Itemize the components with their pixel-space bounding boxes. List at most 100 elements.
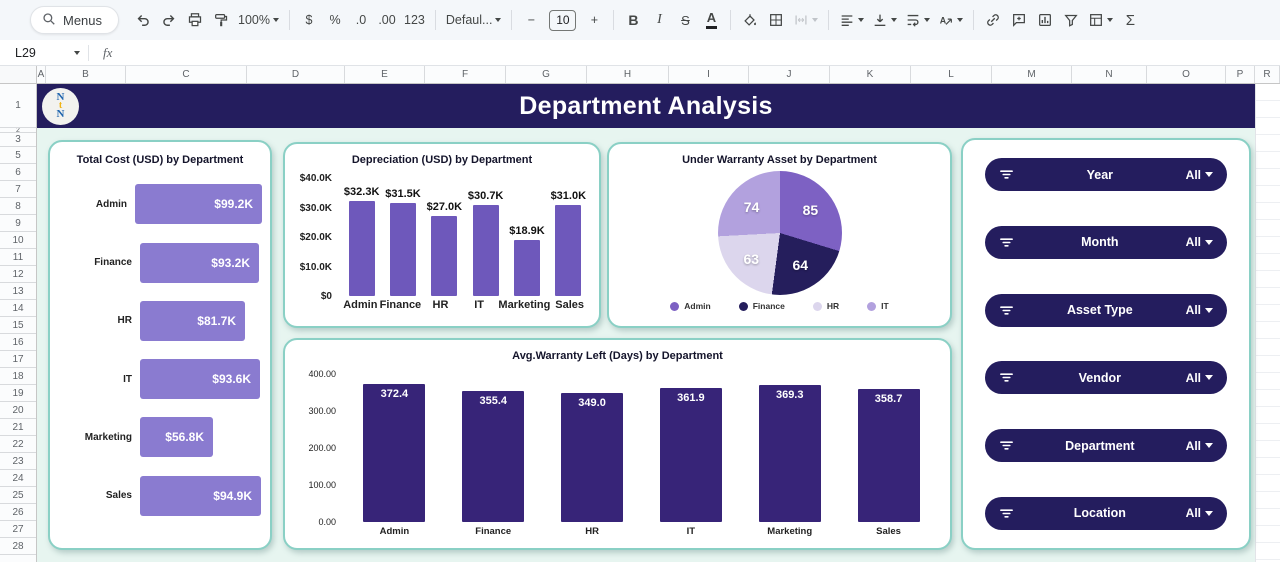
more-formats-button[interactable]: 123 (404, 13, 425, 27)
row-header-14[interactable]: 14 (0, 300, 36, 317)
legend-label: Finance (752, 301, 785, 311)
menus-search-button[interactable]: Menus (30, 6, 120, 34)
paint-format-button[interactable] (209, 7, 233, 33)
bold-button[interactable]: B (628, 12, 639, 28)
row-header-7[interactable]: 7 (0, 181, 36, 198)
row-header-11[interactable]: 11 (0, 249, 36, 266)
row-header-27[interactable]: 27 (0, 521, 36, 538)
chart-under-warranty[interactable]: Under Warranty Asset by Department 85 64 6… (607, 142, 952, 328)
column-header-E[interactable]: E (345, 66, 425, 83)
name-box[interactable]: L29 (0, 46, 88, 60)
horizontal-align-button[interactable] (836, 7, 867, 33)
column-header-O[interactable]: O (1147, 66, 1226, 83)
filter-value-dropdown[interactable]: All (1186, 506, 1213, 520)
column-header-M[interactable]: M (992, 66, 1072, 83)
row-header-2[interactable]: 2 (0, 128, 36, 133)
column-header-H[interactable]: H (587, 66, 669, 83)
row-header-28[interactable]: 28 (0, 538, 36, 555)
undo-button[interactable] (131, 7, 155, 33)
row-header-10[interactable]: 10 (0, 232, 36, 249)
row-header-15[interactable]: 15 (0, 317, 36, 334)
text-wrap-button[interactable] (902, 7, 933, 33)
empty-cells-area[interactable] (1255, 84, 1280, 562)
merge-cells-button[interactable] (790, 7, 821, 33)
column-header-I[interactable]: I (669, 66, 749, 83)
row-header-22[interactable]: 22 (0, 436, 36, 453)
print-button[interactable] (183, 7, 207, 33)
row-header-26[interactable]: 26 (0, 504, 36, 521)
column-header-B[interactable]: B (46, 66, 126, 83)
filter-pill-asset-type[interactable]: Asset Type All (985, 293, 1227, 327)
functions-button[interactable]: Σ (1125, 11, 1136, 29)
text-rotation-button[interactable]: A (935, 7, 966, 33)
fill-color-button[interactable] (738, 7, 762, 33)
insert-link-button[interactable] (981, 7, 1005, 33)
chart-depreciation[interactable]: Depreciation (USD) by Department $40.0K $… (283, 142, 601, 328)
column-header-C[interactable]: C (126, 66, 247, 83)
cell-grid[interactable]: N t N Department Analysis Total Cost (US… (37, 84, 1280, 562)
column-header-K[interactable]: K (830, 66, 911, 83)
chart-total-cost[interactable]: Total Cost (USD) by Department Admin $99.… (48, 140, 272, 550)
format-percent-button[interactable]: % (329, 13, 341, 27)
filter-label: Vendor (1078, 370, 1122, 385)
vertical-align-button[interactable] (869, 7, 900, 33)
row-header-18[interactable]: 18 (0, 368, 36, 385)
insert-chart-button[interactable] (1033, 7, 1057, 33)
decrease-decimal-button[interactable]: .0 (355, 13, 367, 27)
increase-font-size-button[interactable]: + (590, 13, 599, 27)
row-header-5[interactable]: 5 (0, 147, 36, 164)
increase-decimal-button[interactable]: .00 (378, 13, 396, 27)
filter-pill-year[interactable]: Year All (985, 158, 1227, 191)
select-all-corner[interactable] (0, 66, 37, 84)
strikethrough-button[interactable]: S (681, 12, 690, 28)
column-header-D[interactable]: D (247, 66, 345, 83)
column-header-R[interactable]: R (1255, 66, 1280, 83)
filter-pill-department[interactable]: Department All (985, 429, 1227, 463)
filter-pill-location[interactable]: Location All (985, 496, 1227, 530)
row-header-9[interactable]: 9 (0, 215, 36, 232)
row-header-23[interactable]: 23 (0, 453, 36, 470)
row-header-21[interactable]: 21 (0, 419, 36, 436)
zoom-select[interactable]: 100% (235, 7, 282, 33)
text-color-button[interactable]: A (705, 10, 718, 30)
create-filter-button[interactable] (1059, 7, 1083, 33)
column-header-N[interactable]: N (1072, 66, 1147, 83)
column-header-P[interactable]: P (1226, 66, 1255, 83)
borders-button[interactable] (764, 7, 788, 33)
row-header-1[interactable]: 1 (0, 84, 36, 128)
filter-value-dropdown[interactable]: All (1186, 303, 1213, 317)
column-header-L[interactable]: L (911, 66, 992, 83)
decrease-font-size-button[interactable]: − (527, 13, 536, 27)
filter-value-dropdown[interactable]: All (1186, 371, 1213, 385)
row-header-3[interactable]: 3 (0, 133, 36, 147)
column-header-G[interactable]: G (506, 66, 587, 83)
filter-value-dropdown[interactable]: All (1186, 439, 1213, 453)
row-header-8[interactable]: 8 (0, 198, 36, 215)
row-header-12[interactable]: 12 (0, 266, 36, 283)
bar (472, 205, 499, 296)
italic-button[interactable]: I (657, 12, 662, 27)
filter-pill-month[interactable]: Month All (985, 225, 1227, 259)
column-header-F[interactable]: F (425, 66, 506, 83)
filter-value-dropdown[interactable]: All (1186, 235, 1213, 249)
insert-comment-button[interactable] (1007, 7, 1031, 33)
row-header-6[interactable]: 6 (0, 164, 36, 181)
row-header-17[interactable]: 17 (0, 351, 36, 368)
format-currency-button[interactable]: $ (305, 13, 313, 27)
font-family-select[interactable]: Defaul... (443, 7, 505, 33)
font-size-input[interactable]: 10 (549, 9, 577, 31)
chart-avg-warranty-left[interactable]: Avg.Warranty Left (Days) by Department 4… (283, 338, 952, 550)
filter-pill-vendor[interactable]: Vendor All (985, 361, 1227, 395)
column-header-J[interactable]: J (749, 66, 830, 83)
value-label: $27.0K (426, 201, 463, 213)
row-header-20[interactable]: 20 (0, 402, 36, 419)
filter-views-button[interactable] (1085, 7, 1116, 33)
filter-value-dropdown[interactable]: All (1186, 168, 1213, 182)
redo-button[interactable] (157, 7, 181, 33)
row-header-24[interactable]: 24 (0, 470, 36, 487)
row-header-13[interactable]: 13 (0, 283, 36, 300)
row-header-19[interactable]: 19 (0, 385, 36, 402)
row-header-25[interactable]: 25 (0, 487, 36, 504)
column-header-A[interactable]: A (37, 66, 46, 83)
row-header-16[interactable]: 16 (0, 334, 36, 351)
